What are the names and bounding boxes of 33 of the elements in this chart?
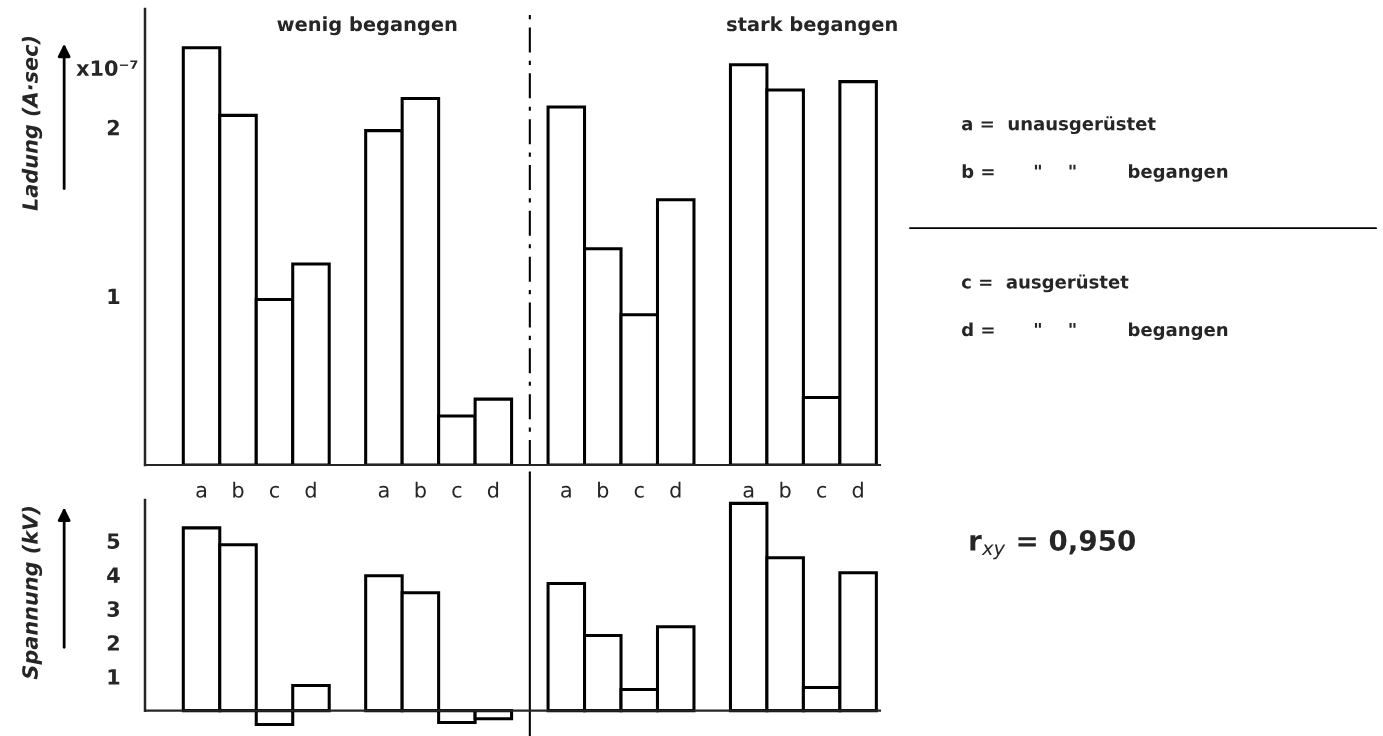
text: r$_{xy}$ = 0,950 (970, 529, 1135, 560)
y-axis-title: Spannung (kV) (21, 507, 43, 680)
x-tick-label: a (743, 485, 754, 498)
y-tick-label: 1 (108, 669, 120, 685)
x-tick-label: a (378, 485, 389, 498)
x-tick-label: c (452, 485, 462, 498)
x-tick-label: a (561, 485, 571, 498)
x-tick-label: c (269, 485, 279, 498)
text: c = ausgerüstet (961, 274, 1129, 293)
text: d = " " begangen (962, 322, 1228, 341)
y-tick-label: 4 (107, 567, 120, 583)
text: b = " " begangen (962, 164, 1228, 182)
y-axis-title: Ladung (A·sec) (21, 36, 43, 211)
annotation: wenig begangen (277, 16, 457, 36)
x-tick-label: b (598, 481, 609, 498)
text: x10⁻⁷ (76, 60, 138, 76)
annotation: stark begangen (727, 16, 897, 36)
x-tick-label: b (233, 481, 244, 498)
text: a = unausgerüstet (961, 116, 1156, 135)
x-tick-label: d (670, 481, 681, 498)
y-tick-label: 1 (108, 288, 120, 305)
x-tick-label: b (415, 481, 426, 498)
x-tick-label: d (852, 481, 863, 498)
x-tick-label: d (487, 481, 499, 498)
x-tick-label: c (634, 485, 644, 498)
x-tick-label: b (780, 481, 791, 498)
x-tick-label: c (817, 485, 827, 498)
y-tick-label: 2 (107, 119, 119, 136)
y-tick-label: 5 (107, 533, 120, 549)
x-tick-label: a (196, 485, 207, 498)
x-tick-label: d (305, 481, 316, 498)
y-tick-label: 2 (107, 635, 119, 651)
y-tick-label: 3 (107, 601, 120, 617)
